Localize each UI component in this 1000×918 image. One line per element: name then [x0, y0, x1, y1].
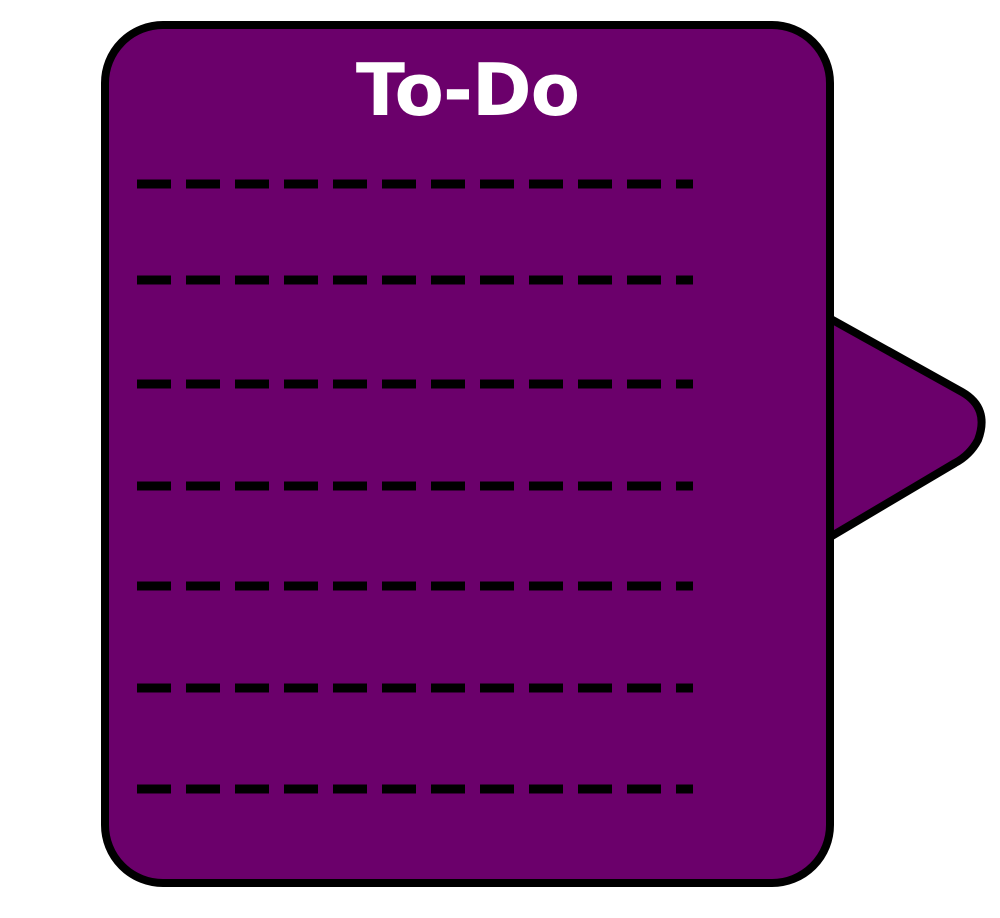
card-tab-arrow	[816, 309, 986, 547]
writing-lines	[137, 179, 693, 794]
card-title: To-Do	[355, 48, 580, 132]
card-body	[101, 21, 834, 887]
